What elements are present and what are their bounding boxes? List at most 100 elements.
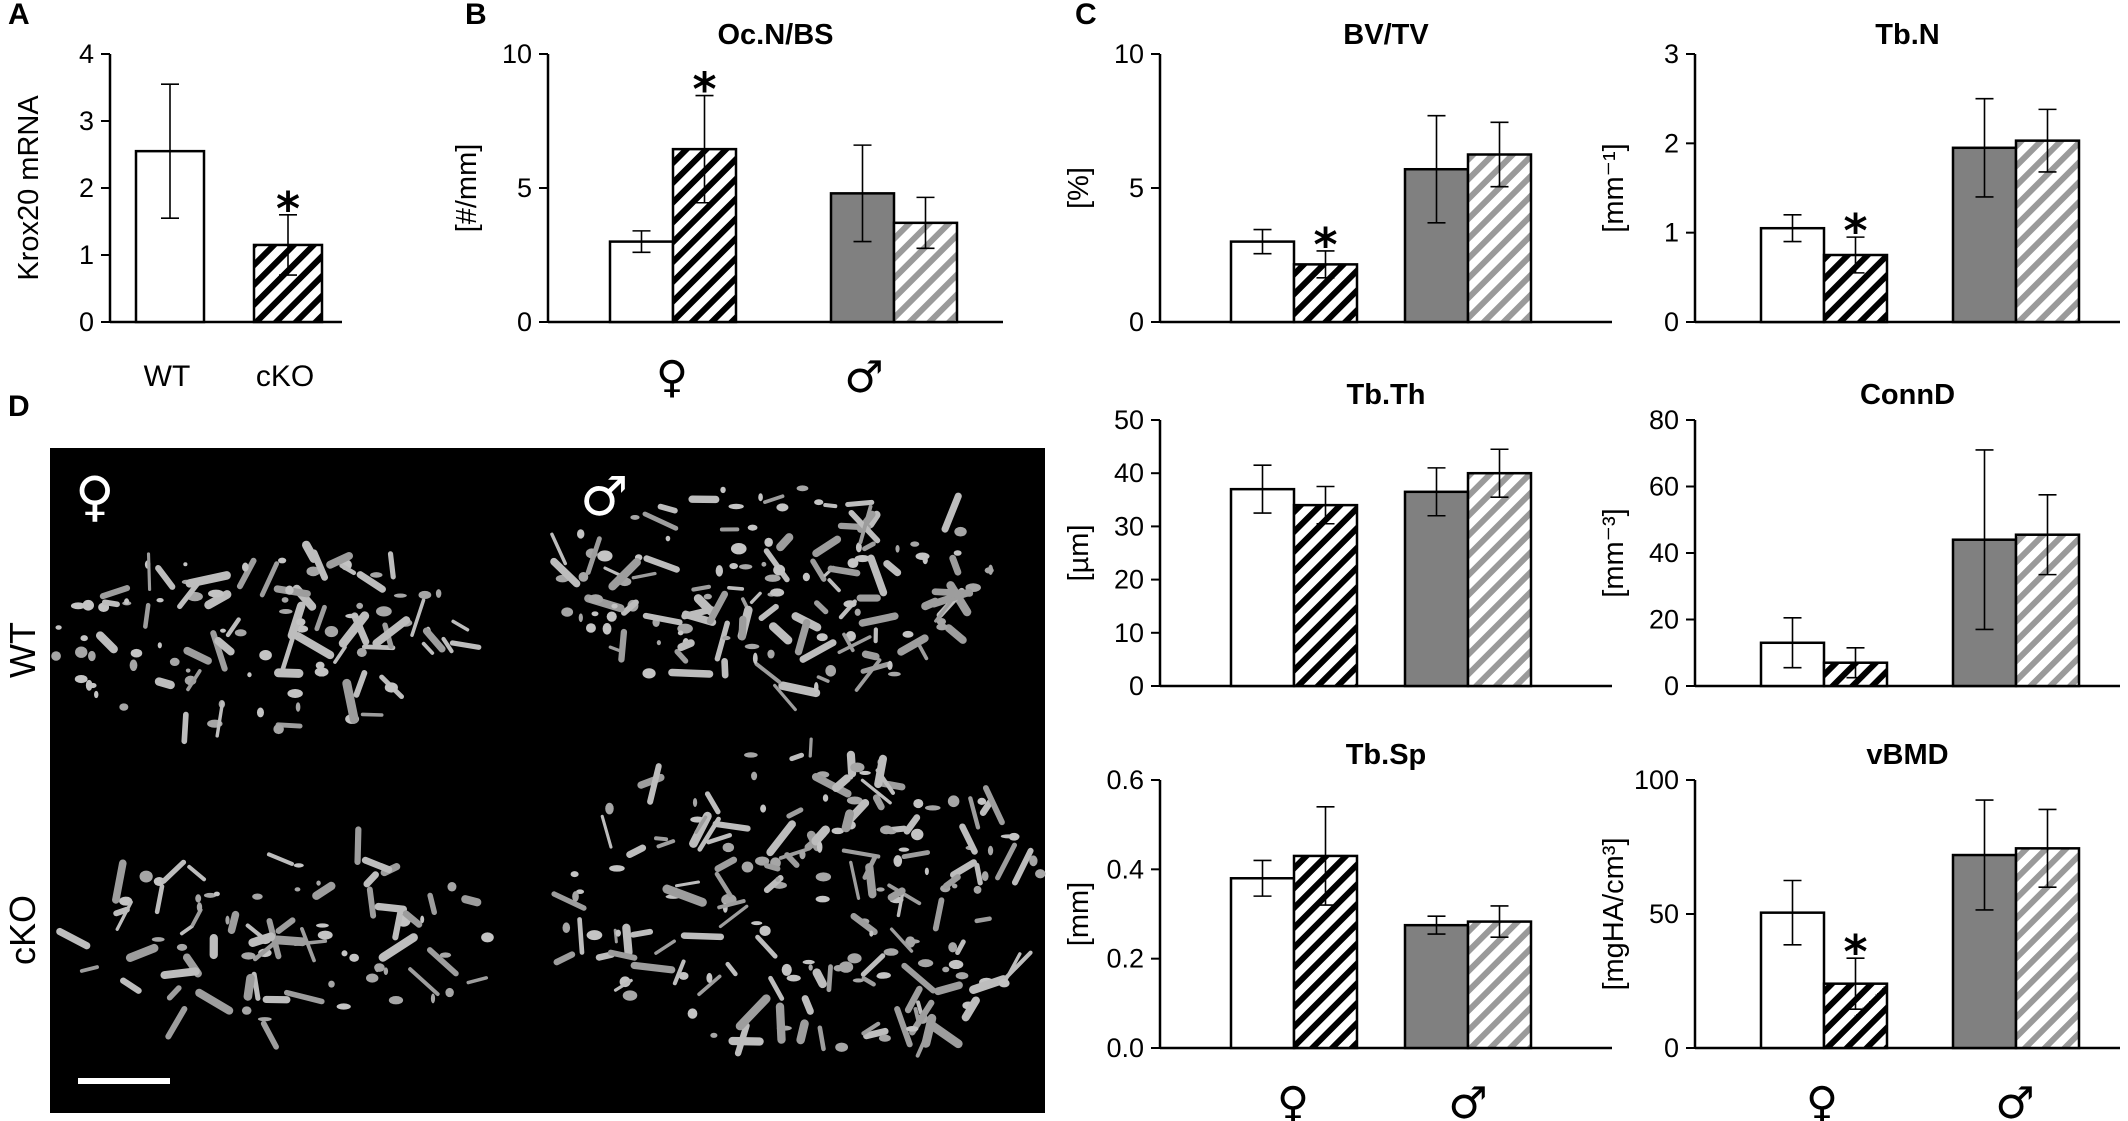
trabecular-node [814, 499, 824, 506]
trabecular-node [948, 959, 964, 970]
trabecular-node [847, 953, 862, 964]
trabecular-node [776, 503, 789, 512]
trabecular-node [951, 883, 958, 889]
trabecular-node [898, 847, 910, 852]
trabecular-node [833, 964, 844, 972]
trabecula [697, 974, 722, 997]
trabecular-node [887, 660, 893, 670]
trabecular-node [242, 562, 249, 572]
trabecular-node [273, 723, 284, 735]
trabecula [758, 603, 779, 622]
trabecular-node [570, 871, 579, 878]
trabecula [955, 939, 966, 956]
trabecular-node [752, 652, 758, 665]
trabecular-node [730, 543, 747, 555]
trabecular-node [869, 930, 874, 937]
trabecula [154, 884, 165, 915]
trabecular-bone-renderings [51, 485, 1046, 1058]
chart-krox20: 0 1 2 3 4 Krox20 mRNA * WT cKO [13, 39, 342, 393]
bar [1229, 487, 1296, 688]
trabecula [195, 988, 234, 1015]
trabecular-node [605, 802, 614, 815]
trabecula [283, 989, 325, 1005]
trabecular-node [895, 544, 900, 553]
trabecular-node [345, 613, 359, 619]
y-tick-label: 0 [1664, 1033, 1679, 1063]
trabecula [654, 836, 669, 842]
trabecula [832, 774, 852, 792]
trabecular-node [665, 535, 671, 542]
y-tick-label: 50 [1114, 405, 1144, 435]
trabecula [714, 856, 738, 872]
trabecula [550, 557, 581, 588]
trabecula [115, 900, 133, 931]
trabecular-node [876, 887, 885, 892]
trabecular-node [902, 630, 914, 638]
trabecular-node [728, 503, 744, 510]
trabecula [338, 611, 370, 648]
y-axis-label: [mgHA/cm³] [1598, 837, 1630, 990]
trabecular-node [430, 993, 436, 1004]
y-tick-label: 2 [79, 173, 94, 203]
y-tick-label: 4 [79, 39, 94, 69]
trabecular-node [813, 682, 819, 693]
trabecular-node [1029, 855, 1038, 867]
trabecular-node [816, 841, 823, 853]
trabecula [949, 554, 962, 576]
trabecular-node [481, 932, 494, 943]
trabecular-node [609, 865, 625, 872]
trabecular-node [393, 593, 407, 598]
trabecula [577, 917, 585, 955]
trabecular-node [751, 771, 758, 781]
trabecular-node [220, 628, 226, 633]
bar [608, 240, 675, 324]
panel-letter-c: C [1075, 0, 1097, 31]
trabecular-node [317, 930, 333, 940]
trabecula [776, 533, 794, 552]
trabecula [183, 646, 212, 665]
trabecula [799, 639, 837, 663]
y-tick-label: 80 [1649, 405, 1679, 435]
trabecular-node [176, 943, 188, 951]
trabecula [642, 612, 683, 626]
trabecula [861, 976, 876, 987]
trabecula [227, 910, 240, 935]
trabecula [704, 791, 721, 815]
chart-connd: 0 20 40 60 80 ConnD [mm⁻³] [1598, 379, 2120, 701]
trabecula [422, 627, 446, 653]
trabecula [714, 620, 730, 662]
trabecula [784, 852, 800, 868]
trabecular-node [74, 674, 88, 684]
trabecular-node [692, 797, 698, 807]
trabecular-node [877, 972, 891, 979]
trabecula [913, 1007, 921, 1023]
trabecular-node [760, 804, 767, 813]
trabecular-node [445, 987, 454, 998]
trabecula [808, 737, 813, 758]
category-label: ♀ [1806, 1078, 1838, 1121]
trabecular-node [285, 585, 294, 595]
trabecular-node [850, 762, 865, 773]
trabecula [691, 584, 712, 592]
y-axis-label: [mm⁻¹] [1598, 143, 1630, 232]
trabecular-node [998, 979, 1010, 988]
chart-bvtv: 0 5 10 BV/TV [%] * [1063, 19, 1612, 337]
trabecula [402, 910, 423, 928]
trabecula [766, 820, 796, 857]
trabecula [608, 558, 641, 591]
bar [1951, 146, 2018, 324]
trabecula [95, 631, 118, 654]
trabecular-node [435, 589, 442, 598]
trabecular-node [984, 567, 994, 574]
trabecula [860, 953, 886, 977]
trabecular-node [767, 649, 775, 659]
category-label: WT [144, 360, 191, 393]
trabecula [647, 763, 662, 805]
trabecula [860, 778, 892, 805]
category-label: cKO [256, 360, 314, 393]
trabecula [353, 670, 368, 698]
trabecula [811, 773, 852, 798]
trabecula [421, 641, 435, 655]
trabecular-node [315, 661, 325, 670]
